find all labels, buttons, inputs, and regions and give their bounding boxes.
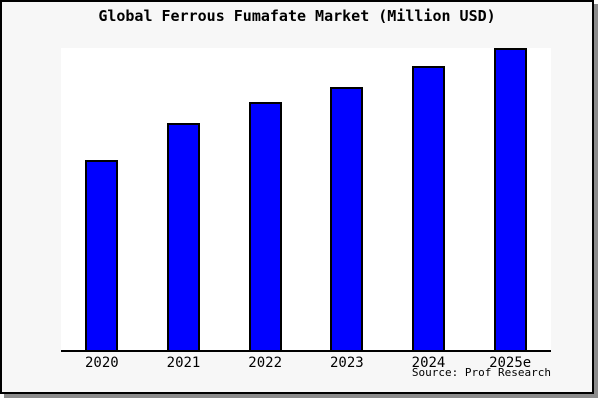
x-tick-label-2025e: 2025e bbox=[489, 355, 532, 371]
bar-2025e bbox=[493, 48, 527, 350]
bar-2024 bbox=[412, 66, 445, 350]
bar-2023 bbox=[330, 87, 364, 350]
bar-2022 bbox=[248, 102, 282, 350]
x-tick-label-2022: 2022 bbox=[248, 355, 283, 371]
chart-title: Global Ferrous Fumafate Market (Million … bbox=[98, 7, 496, 25]
x-tick-label-2021: 2021 bbox=[166, 355, 201, 371]
source-label: Source: Prof Research bbox=[411, 366, 551, 379]
bar-2020 bbox=[85, 160, 119, 350]
x-tick-label-2020: 2020 bbox=[84, 355, 119, 371]
x-tick-label-2023: 2023 bbox=[329, 355, 364, 371]
x-tick-label-2024: 2024 bbox=[411, 355, 446, 371]
bar-2021 bbox=[167, 123, 200, 350]
plot-area bbox=[61, 48, 551, 352]
chart-frame: Global Ferrous Fumafate Market (Million … bbox=[0, 0, 594, 394]
